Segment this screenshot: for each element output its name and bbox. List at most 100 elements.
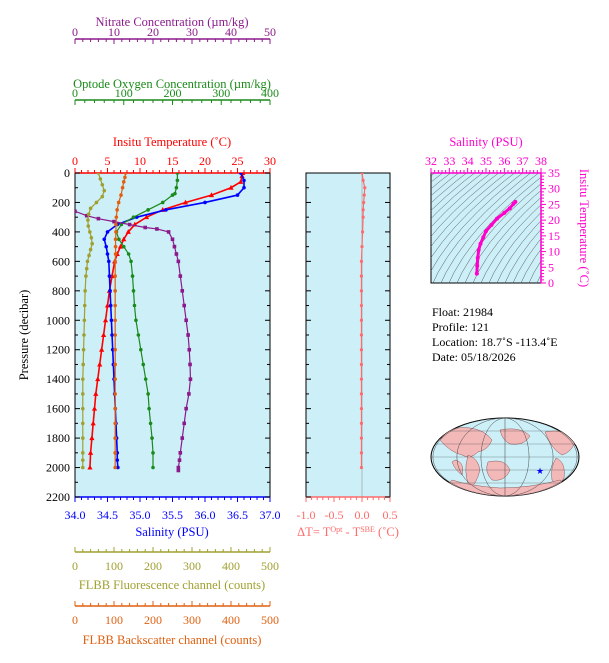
pressure-axis: 0 200 400 600 800 1000 1200 1400 1600 1800 2000 220… bbox=[46, 166, 390, 504]
ts-point bbox=[507, 206, 512, 211]
backscatter-tick-label: 100 bbox=[105, 613, 123, 627]
backscatter-tick-label: 200 bbox=[144, 613, 162, 627]
deltat-point bbox=[359, 362, 364, 367]
fluorescence-point bbox=[81, 465, 85, 470]
fluorescence-tick-label: 0 bbox=[72, 559, 78, 573]
salinity-point bbox=[107, 274, 112, 278]
nitrate-tick-label: 40 bbox=[225, 25, 237, 39]
oxygen-point bbox=[160, 200, 165, 205]
ts-salinity-tick-label: 36 bbox=[498, 154, 510, 168]
nitrate-point bbox=[96, 216, 101, 221]
ts-temperature-axis-label: Insitu Temperature (˚C) bbox=[577, 169, 591, 287]
fluorescence-point bbox=[82, 303, 87, 308]
oxygen-tick-label: 300 bbox=[212, 86, 230, 100]
salinity-point bbox=[235, 193, 240, 197]
ts-temperature-tick-label: 25 bbox=[548, 197, 560, 211]
deltat-point bbox=[360, 230, 365, 234]
fluorescence-point bbox=[87, 253, 91, 258]
temperature-tick-label: 20 bbox=[199, 154, 211, 168]
backscatter-tick-label: 500 bbox=[261, 613, 279, 627]
nitrate-point bbox=[172, 244, 177, 249]
temperature-point bbox=[102, 317, 109, 323]
ts-point bbox=[484, 229, 488, 234]
nitrate-point bbox=[112, 219, 116, 224]
deltaT-tick-label: -0.5 bbox=[325, 508, 344, 522]
ts-temperature-tick-label: 15 bbox=[548, 229, 560, 243]
salinity-point bbox=[115, 458, 120, 462]
fluorescence-point bbox=[100, 194, 105, 199]
fluorescence-point bbox=[100, 182, 105, 187]
deltat-axis-label: ΔT= TOpt - TSBE (˚C) bbox=[297, 525, 399, 540]
nitrate-tick-label: 0 bbox=[72, 25, 78, 39]
backscatter-point bbox=[114, 222, 118, 227]
nitrate-point bbox=[174, 252, 179, 256]
fluorescence-axis: 0 100 200 300 400 500 bbox=[72, 547, 279, 573]
oxygen-point bbox=[146, 208, 150, 212]
salinity-point bbox=[105, 252, 110, 256]
nitrate-point bbox=[188, 362, 192, 367]
ts-point bbox=[474, 271, 479, 276]
deltat-point bbox=[359, 289, 364, 293]
temperature-point bbox=[90, 420, 96, 426]
nitrate-point bbox=[143, 225, 147, 230]
fluorescence-point bbox=[86, 212, 91, 217]
ts-salinity-axis: 32 33 34 35 36 37 38 bbox=[425, 154, 547, 174]
nitrate-point bbox=[182, 303, 186, 308]
oxygen-point bbox=[143, 377, 148, 381]
nitrate-axis: 0 10 20 30 40 50 bbox=[72, 25, 276, 44]
temperature-point bbox=[87, 464, 93, 470]
temperature-point bbox=[93, 391, 99, 396]
oxygen-point bbox=[134, 318, 138, 323]
ts-temperature-tick-label: 10 bbox=[548, 245, 560, 259]
oxygen-point bbox=[136, 333, 141, 337]
backscatter-point bbox=[121, 180, 126, 184]
fluorescence-tick-label: 400 bbox=[222, 559, 240, 573]
temperature-point bbox=[228, 184, 234, 190]
oxygen-point bbox=[147, 406, 151, 411]
oxygen-point bbox=[170, 193, 175, 197]
nitrate-point bbox=[176, 259, 181, 264]
backscatter-point bbox=[113, 237, 118, 242]
pressure-tick-label: 600 bbox=[52, 254, 70, 268]
temperature-point bbox=[238, 179, 244, 184]
salinity-tick-label: 37.0 bbox=[260, 508, 281, 522]
backscatter-point bbox=[123, 173, 128, 175]
nitrate-tick-label: 20 bbox=[147, 25, 159, 39]
salinity-point bbox=[108, 303, 113, 308]
salinity-tick-label: 34.5 bbox=[97, 508, 118, 522]
ts-salinity-tick-label: 34 bbox=[462, 154, 474, 168]
deltat-point bbox=[363, 186, 367, 190]
temperature-tick-label: 10 bbox=[134, 154, 146, 168]
backscatter-axis: 0 100 200 300 400 500 bbox=[72, 601, 279, 627]
salinity-point bbox=[164, 208, 168, 212]
ts-temperature-tick-label: 30 bbox=[548, 182, 560, 196]
oxygen-tick-label: 200 bbox=[164, 86, 182, 100]
backscatter-point bbox=[113, 451, 117, 455]
backscatter-point bbox=[123, 175, 127, 180]
deltat-point bbox=[362, 193, 366, 197]
nitrate-tick-label: 50 bbox=[264, 25, 276, 39]
temperature-point bbox=[143, 214, 150, 220]
backscatter-tick-label: 300 bbox=[183, 613, 201, 627]
oxygen-point bbox=[146, 392, 150, 396]
pressure-tick-label: 1200 bbox=[46, 343, 70, 357]
oxygen-axis: 0 100 200 300 400 bbox=[72, 86, 279, 105]
fluorescence-tick-label: 100 bbox=[105, 559, 123, 573]
oxygen-point bbox=[175, 173, 180, 175]
backscatter-axis-label: FLBB Backscatter channel (counts) bbox=[83, 633, 262, 647]
oxygen-point bbox=[141, 362, 146, 367]
deltat-point bbox=[359, 333, 364, 337]
backscatter-point bbox=[113, 465, 117, 470]
backscatter-point bbox=[113, 303, 117, 308]
deltat-point bbox=[359, 465, 364, 470]
deltat-point bbox=[361, 208, 365, 212]
oxygen-point bbox=[151, 451, 155, 455]
backscatter-point bbox=[115, 208, 119, 212]
backscatter-point bbox=[113, 406, 117, 411]
salinity-point bbox=[242, 185, 246, 190]
fluorescence-tick-label: 500 bbox=[261, 559, 279, 573]
ts-density-contours bbox=[431, 173, 541, 283]
nitrate-point bbox=[176, 468, 181, 473]
fluorescence-point bbox=[81, 421, 85, 426]
nitrate-point bbox=[166, 230, 171, 234]
